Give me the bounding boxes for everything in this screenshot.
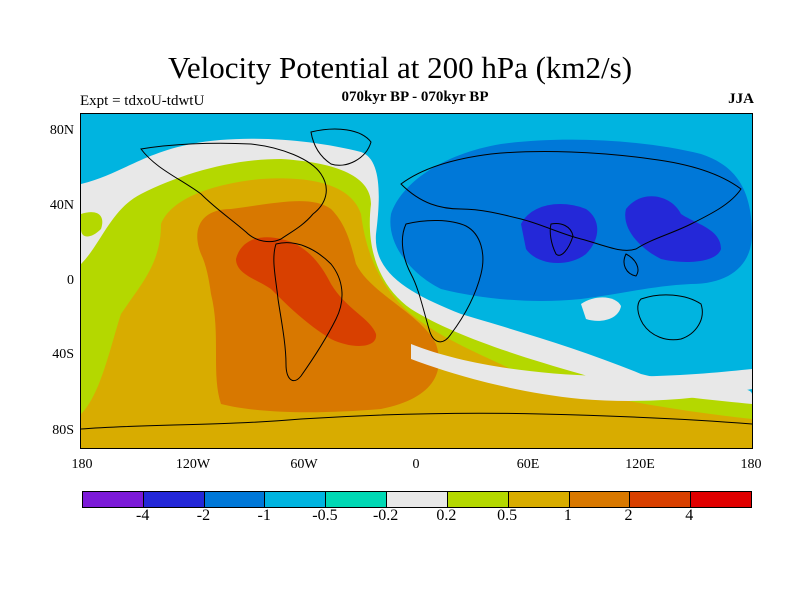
- colorbar-label: 0.5: [497, 507, 518, 524]
- contour-green-patch: [81, 212, 103, 237]
- colorbar-label: 4: [685, 507, 694, 524]
- contour-southern-white: [411, 344, 752, 401]
- colorbar-label: 0.2: [436, 507, 457, 524]
- colorbar-label: -2: [196, 507, 211, 524]
- colorbar-box: [143, 492, 205, 507]
- colorbar-box: [447, 492, 509, 507]
- colorbar-label: -1: [257, 507, 271, 524]
- contour-4: [236, 237, 377, 346]
- lat-label-0: 0: [67, 273, 74, 288]
- colorbar-label: -0.5: [312, 507, 338, 524]
- colorbar-label: 2: [624, 507, 633, 524]
- chart-title: Velocity Potential at 200 hPa (km2/s): [167, 50, 633, 85]
- contour-se-white: [581, 297, 621, 321]
- season-label: JJA: [728, 91, 754, 107]
- lon-label-60e: 60E: [516, 457, 540, 472]
- colorbar-box: [691, 492, 751, 507]
- lon-label-180e: 180: [740, 457, 762, 472]
- contour-minus-2-east: [625, 196, 721, 262]
- colorbar-box: [83, 492, 144, 507]
- map-panel: [80, 113, 753, 449]
- colorbar-label: 1: [563, 507, 572, 524]
- coastlines: [81, 128, 752, 430]
- velocity-potential-map: [81, 114, 752, 448]
- lat-label-80n: 80N: [49, 123, 74, 138]
- colorbar-label: -0.2: [372, 507, 399, 524]
- lon-label-120e: 120E: [625, 457, 655, 472]
- experiment-label: Expt = tdxoU-tdwtU: [80, 93, 205, 109]
- lon-label-180w: 180: [71, 457, 93, 472]
- colorbar-box: [630, 492, 692, 507]
- colorbar-box: [204, 492, 266, 507]
- lat-label-40s: 40S: [52, 347, 74, 362]
- lon-label-60w: 60W: [290, 457, 318, 472]
- colorbar-label: -4: [136, 507, 150, 524]
- lat-label-40n: 40N: [49, 198, 74, 213]
- colorbar-box: [508, 492, 570, 507]
- colorbar-box: [387, 492, 448, 507]
- colorbar-box: [326, 492, 388, 507]
- colorbar-box: [265, 492, 327, 507]
- period-label: 070kyr BP - 070kyr BP: [341, 89, 489, 105]
- lon-label-0: 0: [412, 457, 420, 472]
- colorbar: [82, 491, 752, 508]
- contour-minus-2: [521, 204, 598, 264]
- lon-label-120w: 120W: [175, 457, 211, 472]
- lat-label-80s: 80S: [52, 423, 74, 438]
- colorbar-box: [569, 492, 631, 507]
